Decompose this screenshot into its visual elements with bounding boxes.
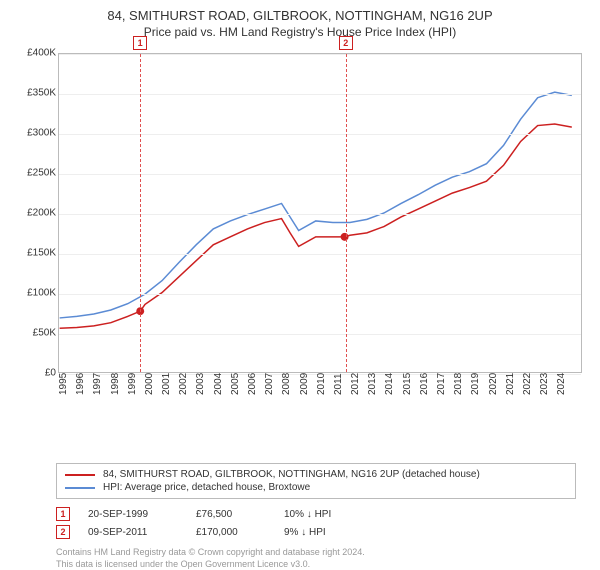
y-tick-label: £150K [12,248,56,259]
footer-line: This data is licensed under the Open Gov… [56,559,588,570]
sale-delta: 9% ↓ HPI [284,527,374,538]
y-tick-label: £300K [12,128,56,139]
legend-swatch [65,487,95,489]
y-tick-label: £400K [12,48,56,59]
chart-area: £0 £50K £100K £150K £200K £250K £300K £350K £400… [12,45,588,415]
y-tick-label: £250K [12,168,56,179]
sale-rows: 1 20-SEP-1999 £76,500 10% ↓ HPI 2 09-SEP… [56,505,588,541]
chart-subtitle: Price paid vs. HM Land Registry's House … [12,25,588,39]
legend-label: HPI: Average price, detached house, Brox… [103,482,310,493]
x-tick-label: 2024 [556,373,596,395]
sale-price: £76,500 [196,509,266,520]
y-tick-label: £350K [12,88,56,99]
footer-line: Contains HM Land Registry data © Crown c… [56,547,588,559]
sale-marker: 1 [56,507,70,521]
chart-svg [59,54,581,372]
sale-point [341,233,349,241]
series-hpi [60,92,572,318]
sale-date: 20-SEP-1999 [88,509,178,520]
sale-delta: 10% ↓ HPI [284,509,374,520]
footer: Contains HM Land Registry data © Crown c… [56,547,588,570]
legend-label: 84, SMITHURST ROAD, GILTBROOK, NOTTINGHA… [103,469,480,480]
sale-marker-box: 1 [133,36,147,50]
sale-date: 09-SEP-2011 [88,527,178,538]
y-tick-label: £100K [12,288,56,299]
chart-title: 84, SMITHURST ROAD, GILTBROOK, NOTTINGHA… [12,8,588,23]
y-tick-label: £0 [12,368,56,379]
legend-row: 84, SMITHURST ROAD, GILTBROOK, NOTTINGHA… [65,468,567,481]
legend-swatch [65,474,95,476]
y-tick-label: £200K [12,208,56,219]
chart-container: 84, SMITHURST ROAD, GILTBROOK, NOTTINGHA… [0,0,600,560]
sale-row: 2 09-SEP-2011 £170,000 9% ↓ HPI [56,523,588,541]
sale-marker: 2 [56,525,70,539]
legend-row: HPI: Average price, detached house, Brox… [65,481,567,494]
sale-marker-box: 2 [339,36,353,50]
legend: 84, SMITHURST ROAD, GILTBROOK, NOTTINGHA… [56,463,576,499]
sale-row: 1 20-SEP-1999 £76,500 10% ↓ HPI [56,505,588,523]
y-tick-label: £50K [12,328,56,339]
sale-vline [140,54,141,372]
sale-vline [346,54,347,372]
sale-price: £170,000 [196,527,266,538]
plot-region: 12 [58,53,582,373]
